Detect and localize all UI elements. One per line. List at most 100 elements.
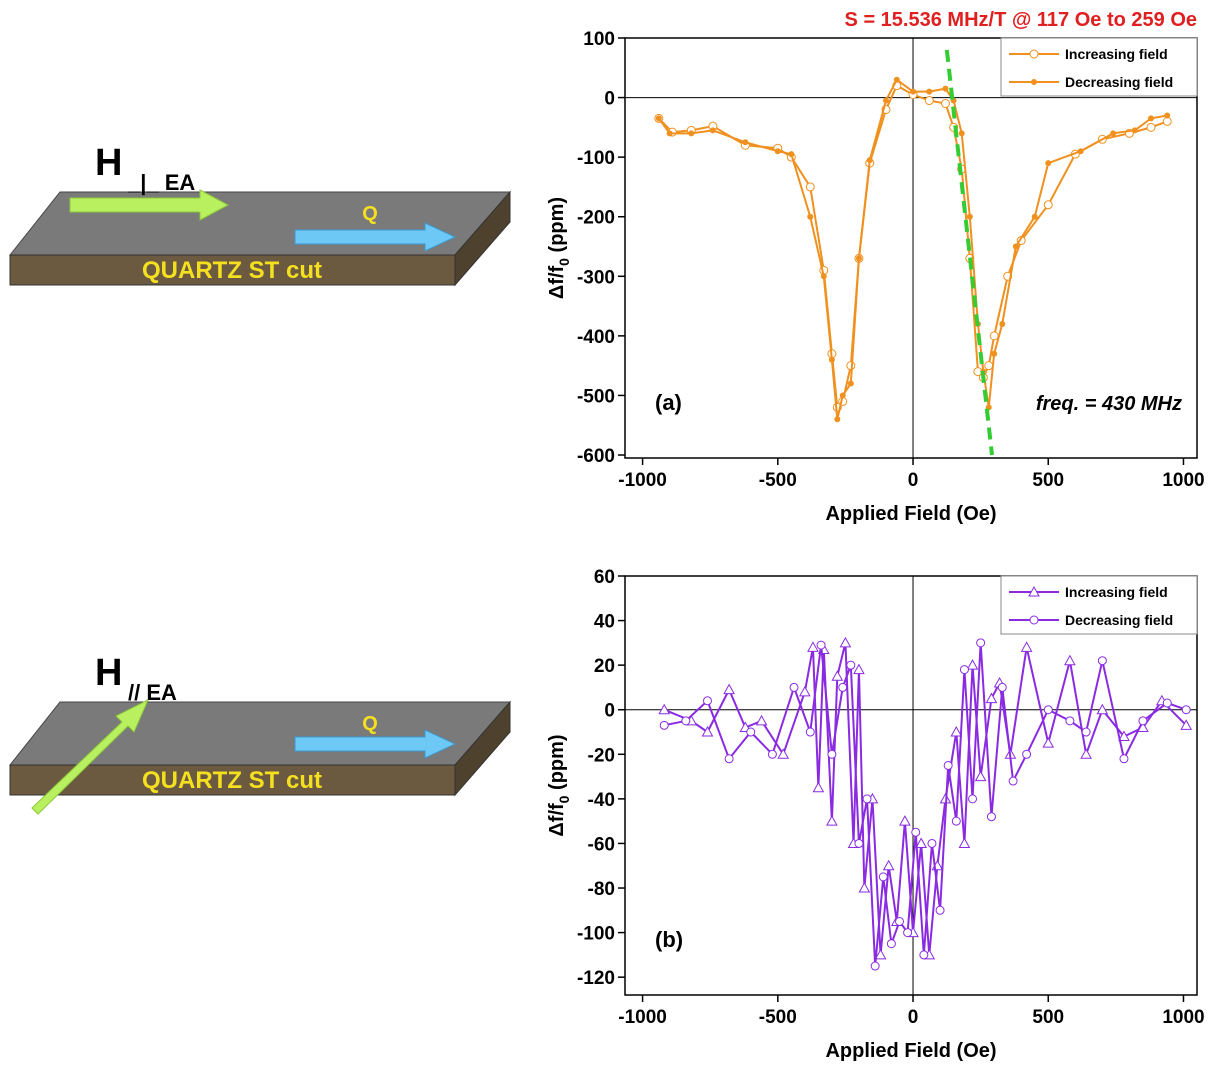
x-tick-label: -1000 — [618, 470, 667, 491]
marker — [755, 714, 768, 726]
y-tick-label: 0 — [604, 701, 615, 722]
marker — [1043, 705, 1053, 715]
y-tick-label: 100 — [583, 29, 615, 50]
marker — [655, 115, 662, 122]
y-tick-label: -500 — [577, 386, 615, 407]
marker — [1043, 200, 1053, 210]
marker — [1138, 716, 1148, 726]
marker — [812, 781, 825, 793]
legend-box — [1000, 37, 1198, 97]
substrate-label: QUARTZ ST cut — [142, 767, 322, 794]
marker — [1181, 705, 1191, 715]
y-label-main: Δf/f — [546, 265, 568, 299]
marker — [919, 950, 929, 960]
x-tick-label: 0 — [908, 1007, 919, 1028]
marker — [997, 682, 1007, 692]
marker — [966, 659, 979, 670]
marker — [989, 331, 999, 341]
marker — [1119, 754, 1129, 764]
marker — [659, 720, 669, 730]
diagram-a — [8, 189, 512, 287]
marker — [1008, 776, 1018, 786]
marker — [882, 859, 895, 871]
marker — [826, 815, 838, 826]
y-label-sub: 0 — [556, 258, 572, 266]
y-tick-label: 40 — [594, 612, 615, 633]
q-arrow — [294, 222, 457, 252]
marker — [767, 749, 777, 759]
marker — [1029, 49, 1039, 59]
marker — [839, 392, 846, 399]
marker — [855, 255, 862, 262]
h-arrow — [31, 698, 150, 815]
marker — [742, 139, 749, 146]
marker — [724, 754, 734, 764]
marker — [976, 638, 986, 648]
marker — [1118, 730, 1130, 741]
x-axis-label: Applied Field (Oe) — [825, 1040, 996, 1062]
marker — [774, 148, 781, 155]
substrate-label: QUARTZ ST cut — [142, 257, 322, 284]
marker — [974, 770, 987, 782]
marker — [915, 837, 927, 848]
y-tick-label: -100 — [577, 148, 615, 169]
wave-label: Q — [362, 713, 378, 735]
marker — [1146, 122, 1156, 132]
marker — [820, 273, 827, 280]
marker — [1080, 748, 1092, 759]
marker — [926, 88, 933, 95]
marker — [911, 827, 921, 837]
plot-area — [658, 636, 1193, 971]
marker — [831, 670, 844, 681]
marker — [1042, 737, 1055, 748]
marker — [959, 665, 969, 675]
chart-title: S = 15.536 MHz/T @ 117 Oe to 259 Oe — [845, 9, 1197, 31]
marker — [927, 838, 937, 848]
marker — [1162, 698, 1172, 708]
marker — [777, 748, 790, 759]
marker — [1180, 719, 1193, 730]
y-tick-label: 60 — [594, 567, 615, 588]
marker — [882, 97, 889, 104]
marker — [658, 703, 671, 715]
field-label: H — [95, 652, 122, 694]
panel-label: (a) — [655, 390, 682, 415]
marker — [1162, 116, 1172, 126]
marker — [966, 213, 973, 220]
chart: -1000 -500 0 500 1000 -120 -100 -80 -60 -40 -20 0 20… — [546, 567, 1205, 1062]
marker — [942, 85, 949, 92]
marker — [1012, 243, 1019, 250]
y-tick-label: -200 — [577, 208, 615, 229]
marker — [1131, 127, 1138, 134]
marker — [789, 682, 799, 692]
x-tick-label: -1000 — [618, 1007, 667, 1028]
marker — [910, 88, 917, 95]
field-subscript: // EA — [128, 680, 177, 705]
marker — [805, 727, 815, 737]
marker — [991, 350, 998, 357]
plot-frame — [624, 575, 1198, 996]
marker — [1081, 727, 1091, 737]
marker — [984, 361, 994, 371]
x-tick-label: -500 — [759, 470, 797, 491]
marker — [805, 182, 815, 192]
marker — [1148, 115, 1155, 122]
y-tick-label: -600 — [577, 446, 615, 467]
panel-label: (b) — [655, 927, 683, 952]
marker — [746, 727, 756, 737]
y-tick-label: 20 — [594, 656, 615, 677]
marker — [1065, 716, 1075, 726]
marker — [903, 928, 913, 938]
marker — [958, 130, 965, 137]
y-tick-label: -20 — [588, 745, 615, 766]
marker — [935, 905, 945, 915]
y-tick-label: -80 — [588, 879, 615, 900]
marker — [807, 213, 814, 220]
x-tick-label: -500 — [759, 1007, 797, 1028]
marker — [788, 151, 795, 158]
legend-label: Increasing field — [1065, 46, 1168, 62]
x-tick-label: 1000 — [1162, 470, 1204, 491]
marker — [968, 794, 978, 804]
x-tick-label: 1000 — [1162, 1007, 1204, 1028]
